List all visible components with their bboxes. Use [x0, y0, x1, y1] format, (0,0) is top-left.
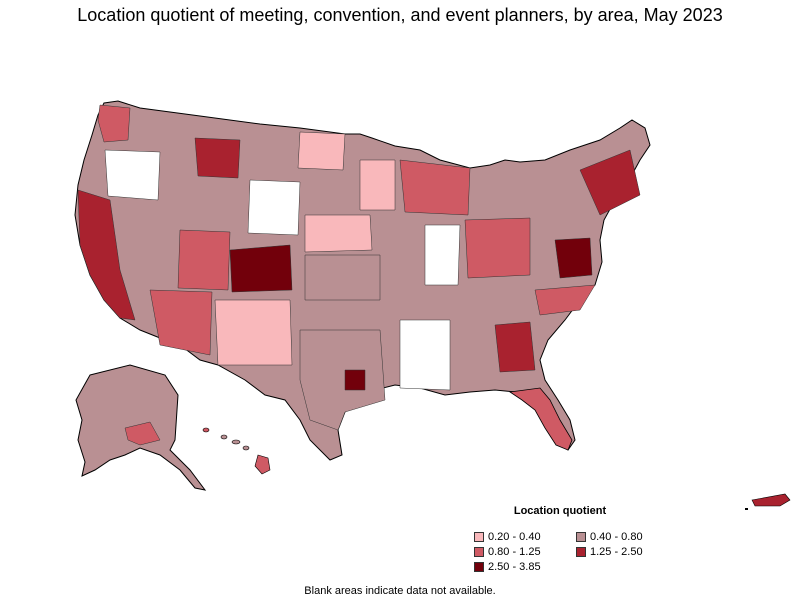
legend-title: Location quotient [513, 505, 607, 517]
region-northeast [579, 149, 641, 216]
region-co-top [229, 244, 293, 293]
legend-swatch [576, 532, 586, 542]
legend-item-0: 0.20 - 0.40 [474, 531, 541, 543]
region-ut [177, 229, 231, 291]
legend-swatch [474, 532, 484, 542]
region-ca-coast [77, 189, 136, 321]
legend-item-4: 2.50 - 3.85 [474, 561, 541, 573]
region-wy-blank [247, 179, 301, 236]
legend-item-2: 0.80 - 1.25 [474, 546, 541, 558]
region-va-dc [554, 237, 593, 279]
region-nd-low [297, 131, 346, 171]
legend-label: 1.25 - 2.50 [590, 546, 643, 558]
region-tx-central [299, 329, 386, 431]
legend-label: 0.40 - 0.80 [590, 531, 643, 543]
legend-label: 0.80 - 1.25 [488, 546, 541, 558]
region-ga-high [494, 321, 536, 373]
region-ne-low [304, 214, 373, 253]
puerto-rico [745, 493, 791, 510]
region-wi-mi [399, 159, 471, 216]
region-mt-high [194, 137, 241, 179]
region-nm-low [214, 299, 293, 366]
legend-swatch [474, 547, 484, 557]
legend-label: 2.50 - 3.85 [488, 561, 541, 573]
florida [508, 387, 573, 451]
region-mn-low [359, 159, 396, 211]
map-title: Location quotient of meeting, convention… [77, 5, 723, 25]
region-id-blank [104, 149, 161, 201]
legend-item-3: 1.25 - 2.50 [576, 546, 643, 558]
alaska-south-region [124, 421, 161, 446]
alaska [75, 364, 207, 491]
blank-areas-note: Blank areas indicate data not available. [304, 585, 496, 597]
region-il-in-blank [424, 224, 461, 286]
region-az [149, 289, 213, 356]
region-ms-blank [399, 319, 451, 391]
region-ks [304, 254, 381, 301]
region-nc [534, 284, 596, 316]
region-tx-austin [344, 369, 366, 391]
legend-item-1: 0.40 - 0.80 [576, 531, 643, 543]
legend-swatch [474, 562, 484, 572]
region-oh-ky [464, 217, 531, 279]
region-wa-west [97, 104, 131, 143]
legend-swatch [576, 547, 586, 557]
legend-label: 0.20 - 0.40 [488, 531, 541, 543]
hawaii [202, 427, 271, 475]
